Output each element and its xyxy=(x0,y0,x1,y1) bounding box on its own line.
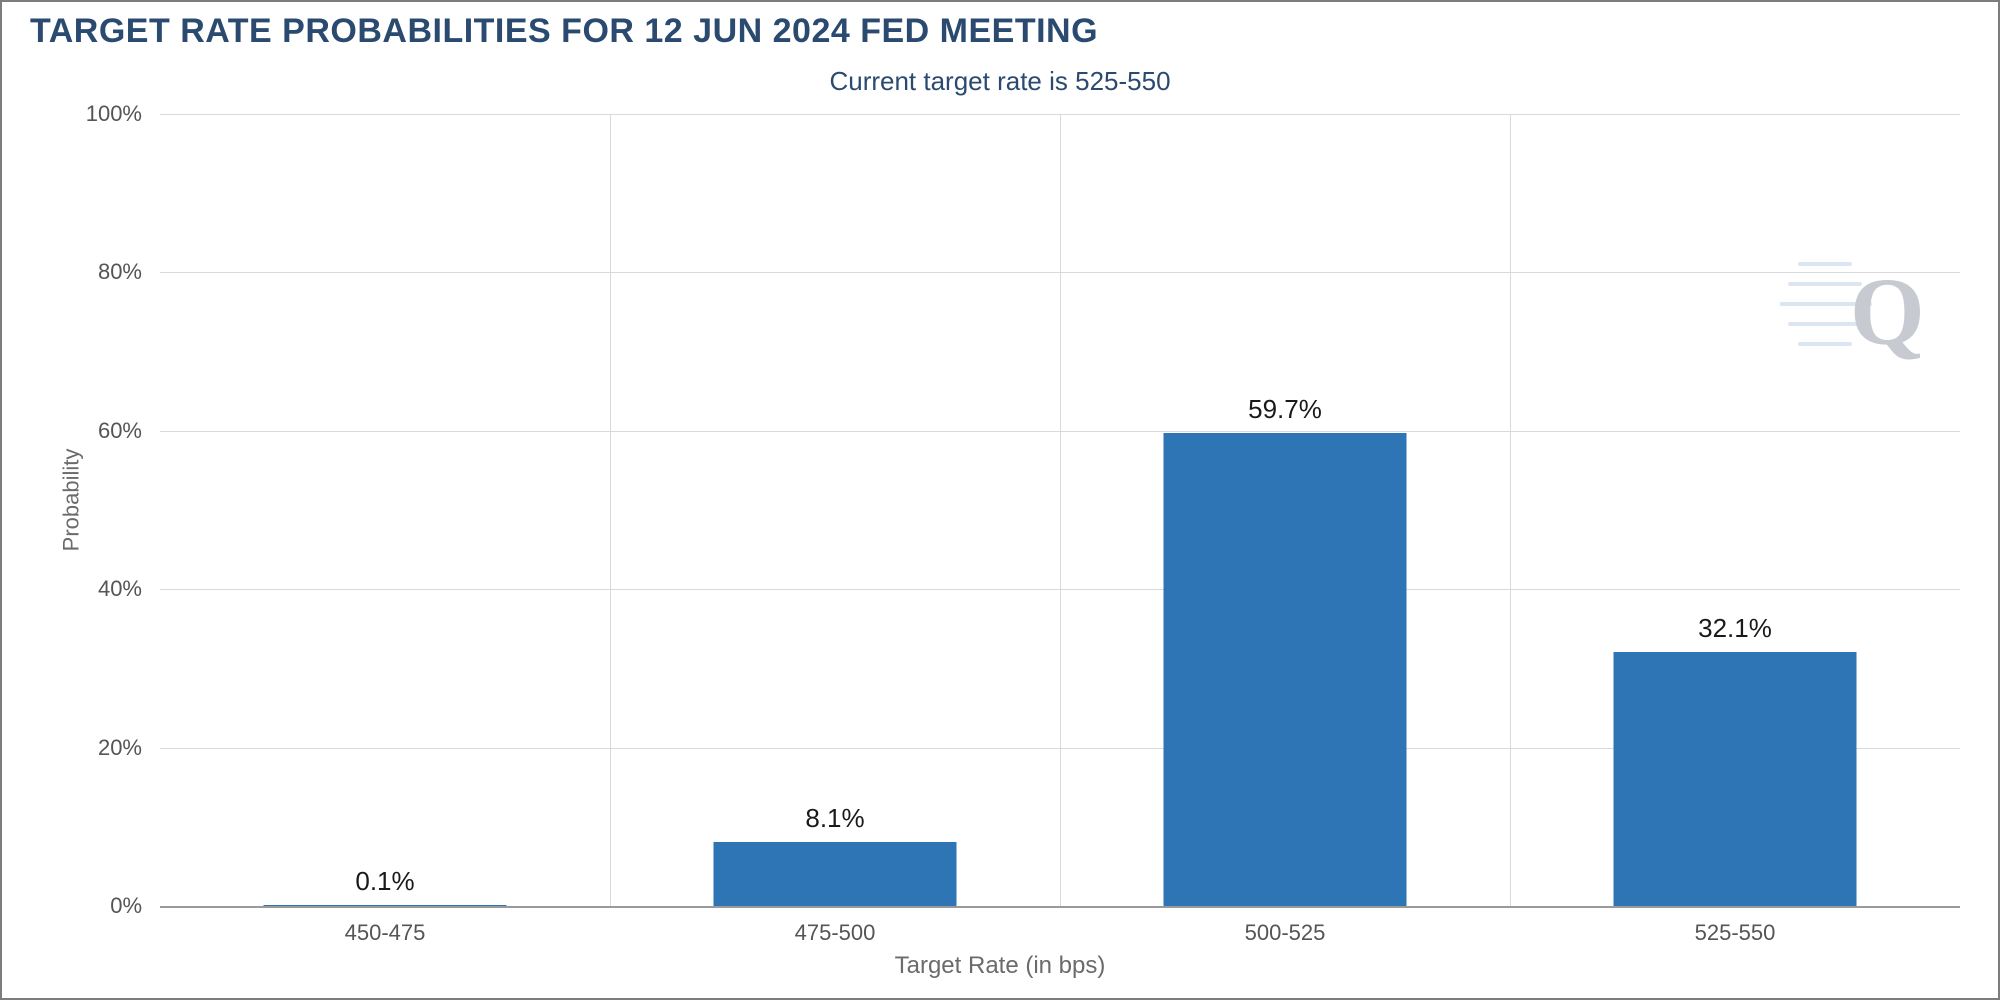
y-tick-label: 80% xyxy=(98,259,142,285)
bar-value-label: 32.1% xyxy=(1698,613,1772,644)
x-category-label: 450-475 xyxy=(345,920,426,946)
vertical-gridline xyxy=(610,114,611,906)
watermark-q-icon: Q xyxy=(1780,244,1920,389)
plot-area: Q 0%20%40%60%80%100%450-4750.1%475-5008.… xyxy=(160,114,1960,906)
y-tick-label: 60% xyxy=(98,418,142,444)
y-axis-label: Probability xyxy=(58,449,84,552)
x-category-label: 475-500 xyxy=(795,920,876,946)
baseline xyxy=(160,906,1960,908)
bar-value-label: 8.1% xyxy=(805,803,864,834)
x-category-label: 525-550 xyxy=(1695,920,1776,946)
bar: 0.1% xyxy=(264,905,507,906)
svg-text:Q: Q xyxy=(1850,258,1920,365)
chart-frame: TARGET RATE PROBABILITIES FOR 12 JUN 202… xyxy=(0,0,2000,1000)
y-tick-label: 40% xyxy=(98,576,142,602)
bar-value-label: 59.7% xyxy=(1248,394,1322,425)
bar: 32.1% xyxy=(1614,652,1857,906)
y-tick-label: 20% xyxy=(98,735,142,761)
y-tick-label: 0% xyxy=(110,893,142,919)
vertical-gridline xyxy=(1060,114,1061,906)
chart-title: TARGET RATE PROBABILITIES FOR 12 JUN 202… xyxy=(30,12,1098,51)
x-category-label: 500-525 xyxy=(1245,920,1326,946)
bar: 8.1% xyxy=(714,842,957,906)
bar: 59.7% xyxy=(1164,433,1407,906)
y-tick-label: 100% xyxy=(86,101,142,127)
vertical-gridline xyxy=(1510,114,1511,906)
x-axis-label: Target Rate (in bps) xyxy=(2,952,1998,980)
bar-value-label: 0.1% xyxy=(355,866,414,897)
chart-subtitle: Current target rate is 525-550 xyxy=(2,66,1998,97)
